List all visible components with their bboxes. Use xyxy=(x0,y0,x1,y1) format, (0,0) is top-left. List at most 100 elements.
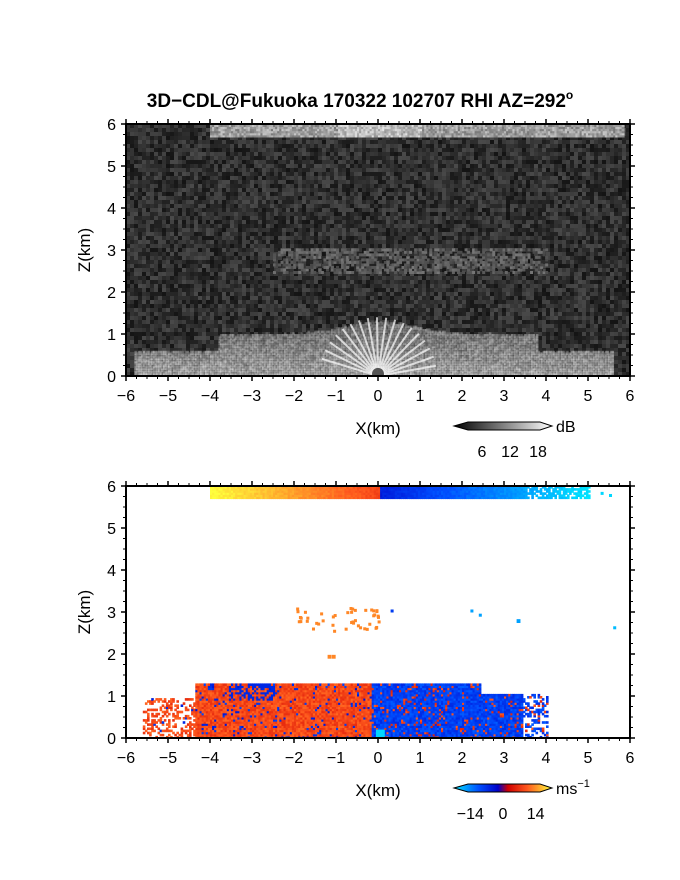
noise-cell xyxy=(210,264,214,268)
noise-cell xyxy=(306,188,310,192)
noise-cell xyxy=(342,200,346,204)
noise-cell xyxy=(246,212,250,216)
noise-cell xyxy=(610,248,614,252)
noise-cell xyxy=(230,136,234,140)
noise-cell xyxy=(506,180,510,184)
noise-cell xyxy=(130,244,134,248)
noise-cell xyxy=(578,144,582,148)
noise-cell xyxy=(130,176,134,180)
noise-cell xyxy=(214,268,218,272)
noise-cell xyxy=(426,168,430,172)
noise-cell xyxy=(274,176,278,180)
noise-cell xyxy=(326,144,330,148)
noise-cell xyxy=(242,184,246,188)
noise-cell xyxy=(590,176,594,180)
noise-cell xyxy=(614,136,618,140)
noise-cell xyxy=(418,140,422,144)
noise-cell xyxy=(522,164,526,168)
noise-cell xyxy=(490,200,494,204)
noise-cell xyxy=(210,152,214,156)
noise-cell xyxy=(158,240,162,244)
noise-cell xyxy=(622,220,626,224)
noise-cell xyxy=(486,176,490,180)
noise-cell xyxy=(394,156,398,160)
noise-cell xyxy=(398,144,402,148)
noise-cell xyxy=(406,244,410,248)
noise-cell xyxy=(506,276,510,280)
noise-cell xyxy=(302,212,306,216)
noise-cell xyxy=(390,156,394,160)
noise-cell xyxy=(190,148,194,152)
noise-cell xyxy=(610,160,614,164)
noise-cell xyxy=(366,180,370,184)
noise-cell xyxy=(526,208,530,212)
noise-cell xyxy=(618,212,622,216)
noise-cell xyxy=(562,208,566,212)
noise-cell xyxy=(174,260,178,264)
noise-cell xyxy=(126,140,130,144)
noise-cell xyxy=(178,164,182,168)
noise-cell xyxy=(330,272,334,276)
noise-cell xyxy=(574,216,578,220)
noise-cell xyxy=(278,236,282,240)
noise-cell xyxy=(486,260,490,264)
noise-cell xyxy=(458,200,462,204)
noise-cell xyxy=(146,152,150,156)
noise-cell xyxy=(422,144,426,148)
noise-cell xyxy=(458,148,462,152)
noise-cell xyxy=(466,172,470,176)
noise-cell xyxy=(474,212,478,216)
noise-cell xyxy=(378,136,382,140)
noise-cell xyxy=(254,232,258,236)
noise-cell xyxy=(174,132,178,136)
noise-cell xyxy=(126,180,130,184)
noise-cell xyxy=(186,164,190,168)
noise-cell xyxy=(466,188,470,192)
noise-cell xyxy=(498,184,502,188)
noise-cell xyxy=(430,260,434,264)
noise-cell xyxy=(486,148,490,152)
noise-cell xyxy=(162,280,166,284)
noise-cell xyxy=(534,192,538,196)
noise-cell xyxy=(298,252,302,256)
noise-cell xyxy=(542,240,546,244)
noise-cell xyxy=(466,168,470,172)
noise-cell xyxy=(234,188,238,192)
noise-cell xyxy=(282,152,286,156)
noise-cell xyxy=(366,188,370,192)
noise-cell xyxy=(582,148,586,152)
noise-cell xyxy=(418,200,422,204)
noise-cell xyxy=(402,168,406,172)
noise-cell xyxy=(442,204,446,208)
noise-cell xyxy=(158,180,162,184)
noise-cell xyxy=(478,232,482,236)
noise-cell xyxy=(506,204,510,208)
noise-cell xyxy=(190,152,194,156)
noise-cell xyxy=(618,272,622,276)
noise-cell xyxy=(126,204,130,208)
noise-cell xyxy=(254,240,258,244)
noise-cell xyxy=(482,268,486,272)
noise-cell xyxy=(602,196,606,200)
noise-cell xyxy=(554,176,558,180)
noise-cell xyxy=(426,140,430,144)
noise-cell xyxy=(366,200,370,204)
noise-cell xyxy=(394,176,398,180)
noise-cell xyxy=(426,196,430,200)
noise-cell xyxy=(602,200,606,204)
noise-cell xyxy=(374,164,378,168)
noise-cell xyxy=(574,144,578,148)
noise-cell xyxy=(570,200,574,204)
noise-cell xyxy=(266,172,270,176)
noise-cell xyxy=(322,236,326,240)
noise-cell xyxy=(242,176,246,180)
noise-cell xyxy=(162,256,166,260)
noise-cell xyxy=(142,240,146,244)
noise-cell xyxy=(374,192,378,196)
noise-cell xyxy=(570,144,574,148)
noise-cell xyxy=(366,248,370,252)
noise-cell xyxy=(262,252,266,256)
noise-cell xyxy=(554,196,558,200)
noise-cell xyxy=(162,148,166,152)
noise-cell xyxy=(582,172,586,176)
